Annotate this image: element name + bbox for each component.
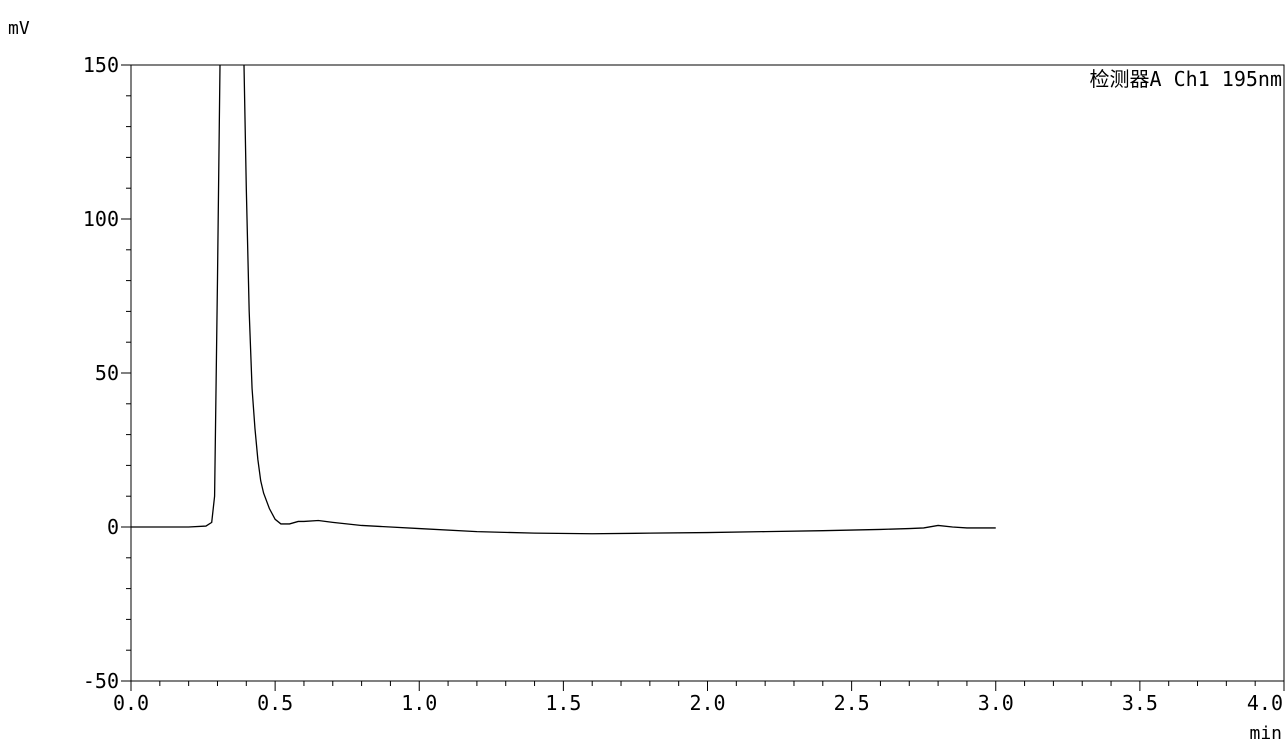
legend-series-label: 检测器A Ch1 195nm — [1090, 67, 1282, 91]
x-tick-label: 3.0 — [978, 691, 1014, 715]
x-axis-unit-label: min — [1249, 723, 1282, 742]
y-tick-label: 0 — [107, 515, 119, 539]
y-axis-unit-label: mV — [8, 18, 30, 39]
x-tick-label: 2.5 — [834, 691, 870, 715]
y-axis-ticks: -50 0 50 100 150 — [83, 53, 131, 693]
x-axis-ticks: 0.0 0.5 1.0 1.5 2.0 2.5 3.0 3.5 4.0 — [113, 681, 1285, 715]
signal-trace — [131, 65, 996, 535]
plot-frame — [130, 64, 1285, 682]
y-tick-label: 100 — [83, 207, 119, 231]
x-tick-label: 4.0 — [1247, 691, 1283, 715]
y-tick-label: 150 — [83, 53, 119, 77]
y-tick-label: -50 — [83, 669, 119, 693]
x-tick-label: 2.0 — [689, 691, 725, 715]
x-tick-label: 0.0 — [113, 691, 149, 715]
y-tick-label: 50 — [95, 361, 119, 385]
x-tick-label: 0.5 — [257, 691, 293, 715]
x-tick-label: 3.5 — [1122, 691, 1158, 715]
x-tick-label: 1.5 — [545, 691, 581, 715]
x-tick-label: 1.0 — [401, 691, 437, 715]
